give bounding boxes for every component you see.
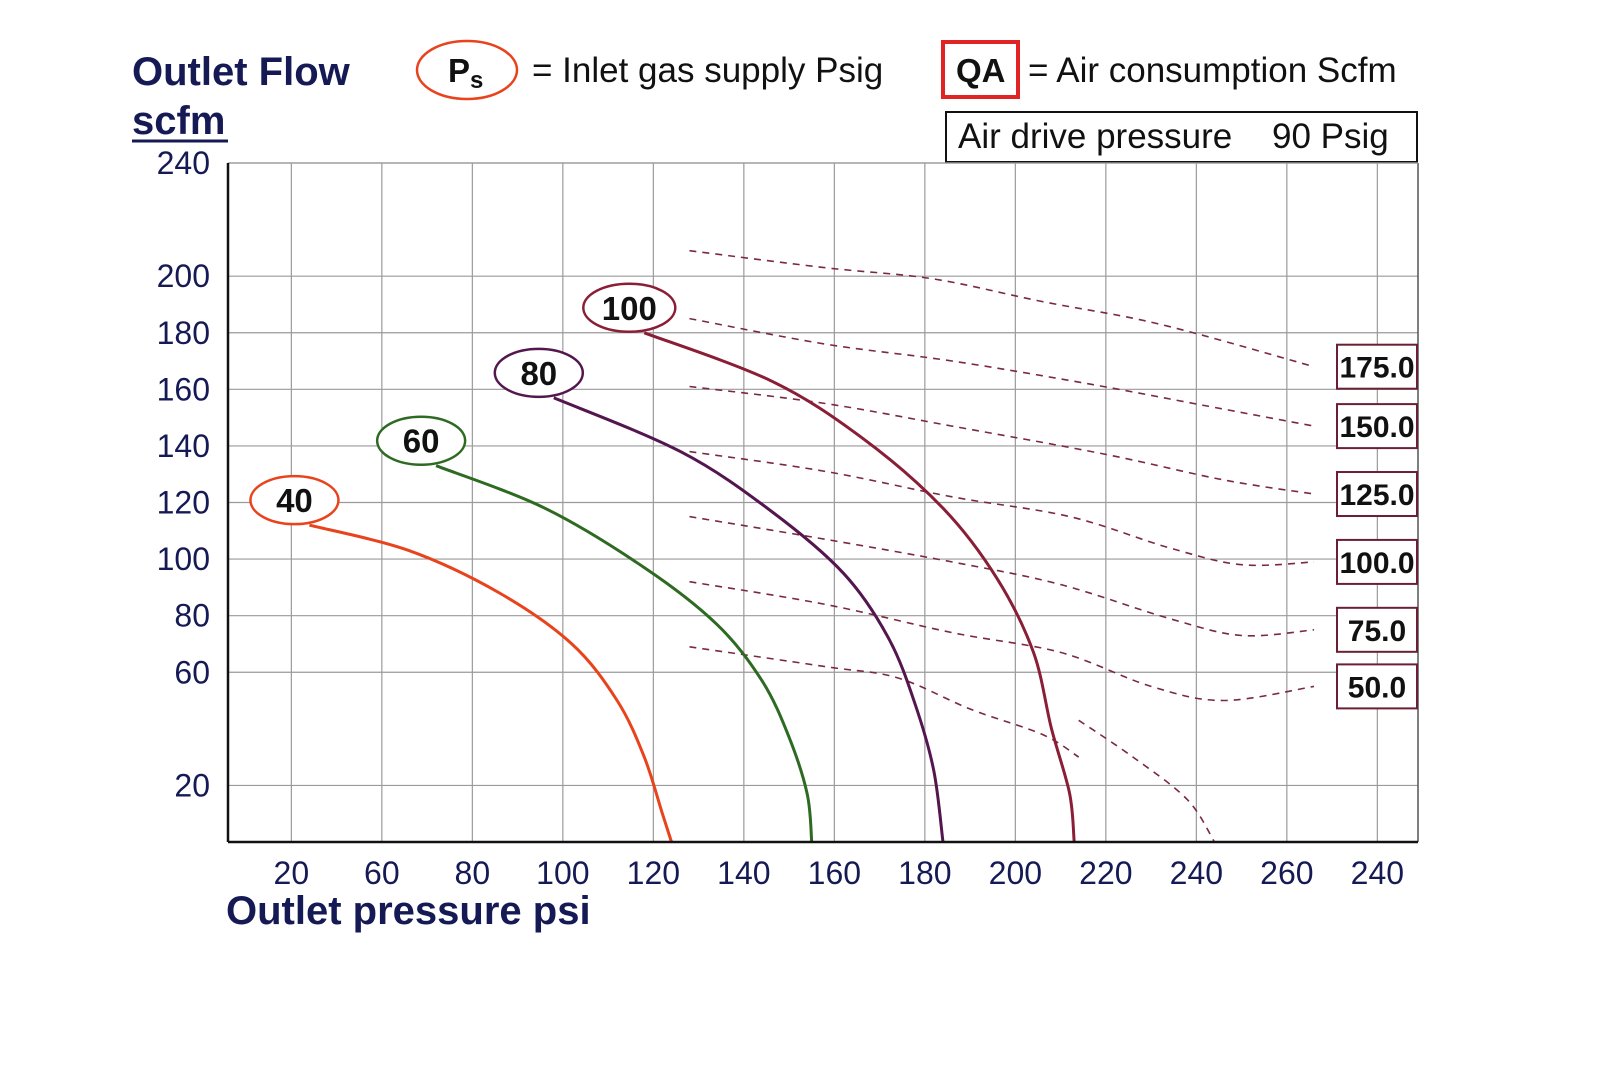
legend-supply-pressure: Ps = Inlet gas supply Psig bbox=[415, 39, 883, 101]
x-tick-label: 140 bbox=[717, 855, 770, 891]
air-consumption-label-box bbox=[1336, 663, 1418, 710]
supply-pressure-label-ellipse bbox=[493, 347, 585, 399]
ps-symbol: Ps bbox=[448, 52, 483, 94]
x-tick-label: 20 bbox=[274, 855, 310, 891]
legend-air-consumption: QA = Air consumption Scfm bbox=[941, 40, 1397, 99]
supply-pressure-curve bbox=[643, 331, 1076, 843]
ps-legend-text: = Inlet gas supply Psig bbox=[532, 51, 883, 90]
supply-pressure-curve bbox=[553, 396, 945, 843]
x-tick-label: 60 bbox=[364, 855, 400, 891]
air-consumption-line bbox=[689, 249, 1315, 368]
air-consumption-line bbox=[1078, 719, 1216, 843]
x-tick-label: 240 bbox=[1170, 855, 1223, 891]
y-tick-label: 60 bbox=[174, 654, 210, 690]
y-tick-label: 80 bbox=[174, 598, 210, 634]
x-tick-label: 180 bbox=[898, 855, 951, 891]
y-axis-ticks: 20 60 80 100 120 140 160 180 200 240 bbox=[157, 145, 210, 803]
y-tick-label: 240 bbox=[157, 145, 210, 181]
x-tick-label: 220 bbox=[1079, 855, 1132, 891]
supply-pressure-curve bbox=[309, 523, 673, 843]
air-consumption-line bbox=[689, 580, 1315, 702]
qa-legend-box bbox=[941, 40, 1020, 99]
air-consumption-label: 50.0 bbox=[1348, 671, 1406, 704]
air-consumption-label: 100.0 bbox=[1339, 547, 1414, 580]
x-tick-label: 80 bbox=[455, 855, 491, 891]
supply-pressure-label-ellipse bbox=[375, 415, 467, 466]
air-consumption-label: 150.0 bbox=[1339, 411, 1414, 444]
ps-legend-ellipse bbox=[415, 39, 519, 101]
air-drive-value: 90 Psig bbox=[1272, 117, 1389, 156]
supply-pressure-curves: 40 60 80 100 bbox=[249, 282, 1076, 843]
x-tick-label: 160 bbox=[808, 855, 861, 891]
air-consumption-line bbox=[689, 450, 1315, 567]
qa-symbol: QA bbox=[956, 52, 1006, 89]
x-tick-label: 120 bbox=[627, 855, 680, 891]
supply-pressure-label: 100 bbox=[602, 290, 657, 327]
air-consumption-label: 175.0 bbox=[1339, 352, 1414, 385]
x-tick-label: 240 bbox=[1351, 855, 1404, 891]
y-tick-label: 160 bbox=[157, 371, 210, 407]
y-axis-title-line2: scfm bbox=[132, 99, 225, 143]
air-consumption-line bbox=[689, 385, 1315, 495]
y-tick-label: 140 bbox=[157, 428, 210, 464]
air-drive-frame bbox=[945, 111, 1418, 163]
grid bbox=[228, 162, 1419, 842]
air-consumption-label-box bbox=[1336, 343, 1418, 390]
air-consumption-label-box bbox=[1336, 606, 1418, 653]
y-tick-label: 180 bbox=[157, 315, 210, 351]
qa-legend-text: = Air consumption Scfm bbox=[1028, 51, 1397, 90]
supply-pressure-label: 80 bbox=[520, 355, 557, 392]
y-tick-label: 100 bbox=[157, 541, 210, 577]
air-consumption-line bbox=[689, 515, 1315, 637]
air-consumption-label-box bbox=[1336, 538, 1418, 585]
air-consumption-label-box bbox=[1336, 471, 1418, 518]
x-axis-ticks: 20 60 80 100 120 140 160 180 200 220 240 260 240 bbox=[274, 855, 1404, 891]
air-consumption-label-box bbox=[1336, 403, 1418, 450]
air-consumption-label: 125.0 bbox=[1339, 479, 1414, 512]
supply-pressure-curve bbox=[435, 464, 814, 843]
air-consumption-line bbox=[689, 317, 1315, 427]
x-tick-label: 260 bbox=[1260, 855, 1313, 891]
x-axis-title: Outlet pressure psi bbox=[226, 889, 591, 933]
y-tick-label: 200 bbox=[157, 258, 210, 294]
supply-pressure-label-ellipse bbox=[582, 282, 677, 333]
air-drive-pressure-box: Air drive pressure 90 Psig bbox=[945, 111, 1418, 163]
air-consumption-line bbox=[689, 646, 1080, 758]
air-consumption-lines: 175.0 150.0 125.0 100.0 75.0 50.0 bbox=[689, 249, 1418, 843]
axes bbox=[226, 163, 1418, 844]
air-drive-label: Air drive pressure bbox=[958, 117, 1232, 156]
supply-pressure-label: 60 bbox=[403, 423, 440, 460]
air-consumption-label: 75.0 bbox=[1348, 615, 1406, 648]
supply-pressure-label-ellipse bbox=[249, 474, 340, 526]
y-tick-label: 20 bbox=[174, 767, 210, 803]
x-tick-label: 200 bbox=[989, 855, 1042, 891]
supply-pressure-label: 40 bbox=[276, 482, 313, 519]
x-tick-label: 100 bbox=[536, 855, 589, 891]
y-axis-title-line1: Outlet Flow bbox=[132, 50, 351, 94]
y-tick-label: 120 bbox=[157, 485, 210, 521]
